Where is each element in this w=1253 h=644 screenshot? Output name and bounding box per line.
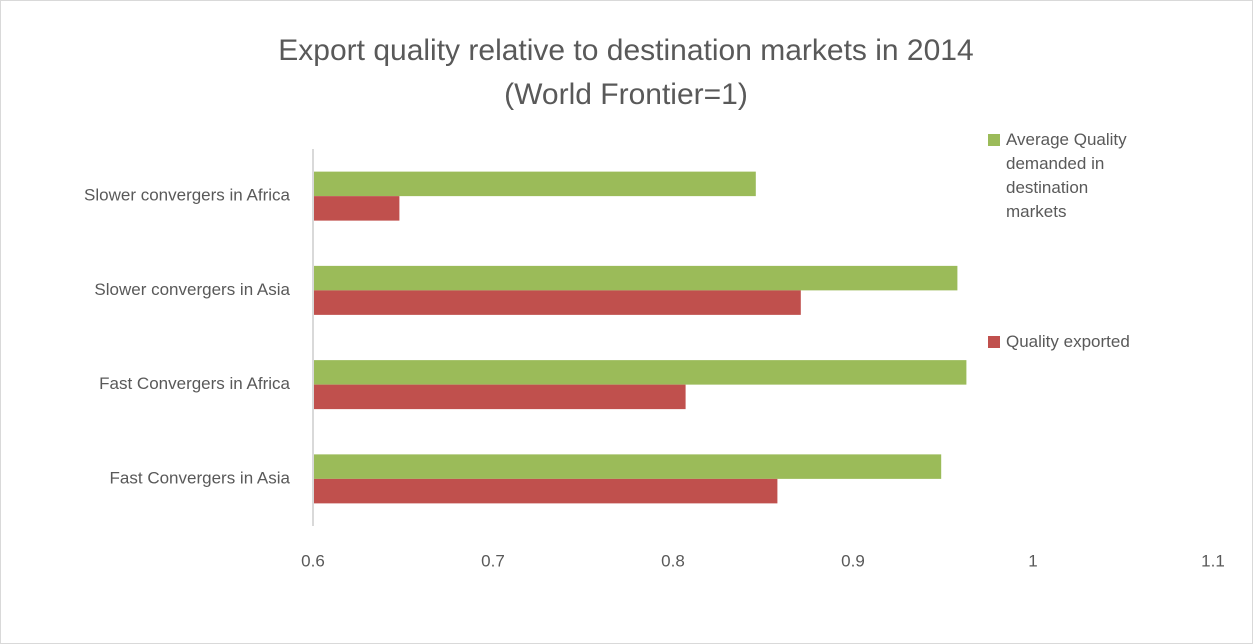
bar [313, 265, 958, 291]
y-tick-label: Fast Convergers in Africa [99, 374, 290, 393]
y-tick-label: Slower convergers in Asia [94, 280, 290, 299]
bar [313, 454, 942, 479]
bar [313, 384, 686, 410]
x-tick-label: 0.7 [481, 551, 505, 570]
y-tick-label: Fast Convergers in Asia [110, 468, 291, 487]
x-tick-label: 0.8 [661, 551, 685, 570]
x-tick-label: 0.6 [301, 551, 325, 570]
legend-swatch [988, 134, 1000, 146]
legend-item: Quality exported [988, 330, 1148, 354]
legend-item: Average Quality demanded in destination … [988, 128, 1148, 224]
legend-label: Average Quality demanded in destination … [1006, 130, 1127, 221]
bar [313, 478, 778, 504]
chart-title: Export quality relative to destination m… [278, 34, 973, 67]
bar [313, 171, 756, 197]
x-tick-label: 1.1 [1201, 551, 1225, 570]
legend-label: Quality exported [1006, 332, 1130, 351]
legend-swatch [988, 336, 1000, 348]
chart-subtitle: (World Frontier=1) [504, 78, 748, 111]
x-tick-label: 1 [1028, 551, 1037, 570]
bar [313, 196, 400, 221]
x-tick-label: 0.9 [841, 551, 865, 570]
bar [313, 290, 801, 315]
bar [313, 360, 967, 385]
y-tick-label: Slower convergers in Africa [84, 186, 291, 205]
